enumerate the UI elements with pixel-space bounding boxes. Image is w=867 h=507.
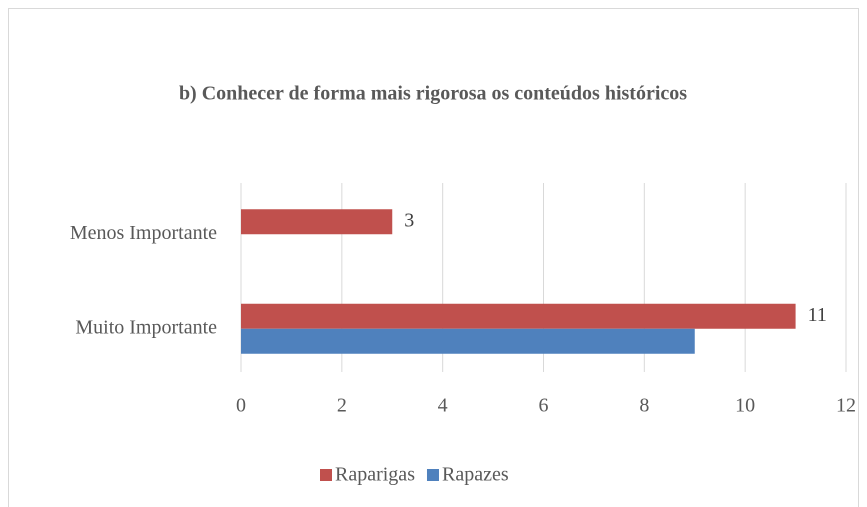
legend-label: Raparigas xyxy=(335,464,415,486)
y-tick-label: Menos Importante xyxy=(70,222,217,244)
y-tick-label: Muito Importante xyxy=(75,316,217,338)
x-tick-label: 4 xyxy=(438,395,448,417)
x-tick-label: 0 xyxy=(236,395,246,417)
bar xyxy=(241,303,796,329)
bar xyxy=(241,209,393,235)
data-label: 3 xyxy=(404,209,414,231)
x-tick-label: 6 xyxy=(539,395,549,417)
chart-border xyxy=(8,8,859,507)
x-tick-label: 12 xyxy=(836,395,856,417)
bar xyxy=(241,328,695,354)
x-tick-label: 8 xyxy=(639,395,649,417)
legend-swatch xyxy=(426,469,439,481)
chart-title: b) Conhecer de forma mais rigorosa os co… xyxy=(179,83,687,105)
x-tick-label: 10 xyxy=(735,395,755,417)
data-label: 11 xyxy=(808,304,827,326)
x-tick-label: 2 xyxy=(337,395,347,417)
legend-swatch xyxy=(320,469,332,481)
legend-label: Rapazes xyxy=(442,464,509,486)
